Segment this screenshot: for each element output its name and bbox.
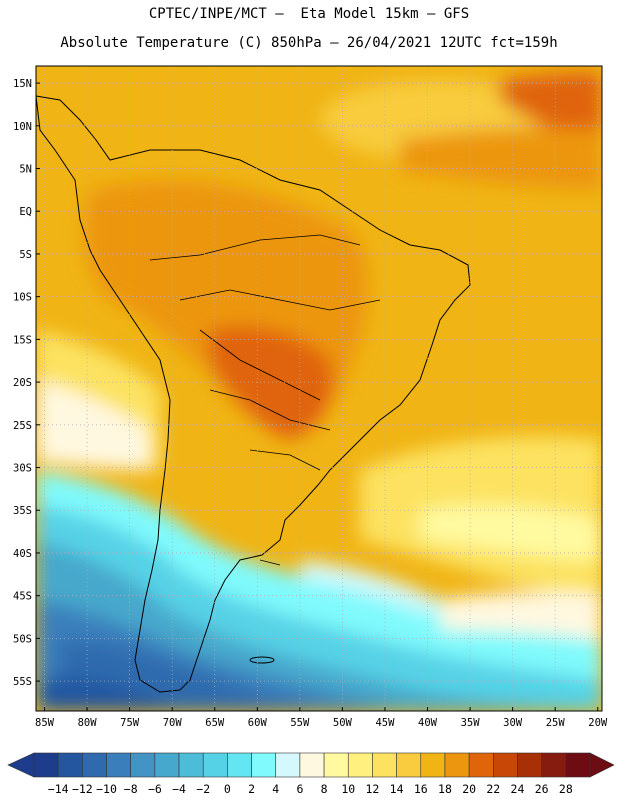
colorbar-label: 2: [248, 782, 255, 796]
colorbar-label: −12: [72, 782, 93, 796]
temperature-map: 15N 10N 5N EQ 5S 10S 15S 20S 25S 30S 35S 40S 45S 50S 5…: [13, 65, 608, 729]
colorbar-cell: [33, 752, 59, 778]
temperature-field: [36, 66, 602, 711]
colorbar-label: −4: [172, 782, 186, 796]
colorbar-label: 6: [296, 782, 303, 796]
colorbar-cell: [154, 752, 180, 778]
title-line-2: Absolute Temperature (C) 850hPa – 26/04/…: [60, 35, 558, 51]
colorbar-label: −10: [96, 782, 117, 796]
colorbar: −14 −12 −10 −8 −6 −4 −2 0 2 4 6 8 10 12 14 16 18 20 22 24 26…: [7, 752, 615, 796]
colorbar-cell: [178, 752, 204, 778]
colorbar-cell: [57, 752, 83, 778]
colorbar-cell: [347, 752, 373, 778]
lon-tick-label: 75W: [120, 717, 140, 729]
lat-tick-label: 40S: [13, 548, 32, 560]
lat-tick-label: 30S: [13, 463, 32, 475]
latitude-ticks: 15N 10N 5N EQ 5S 10S 15S 20S 25S 30S 35S 40S 45S 50S 5…: [13, 78, 40, 688]
longitude-ticks: 85W 80W 75W 70W 65W 60W 55W 50W 45W 40W 35W 30W 25W 2…: [35, 707, 608, 729]
lon-tick-label: 80W: [78, 717, 98, 729]
coastlines: [36, 95, 471, 693]
colorbar-cell: [493, 752, 518, 778]
colorbar-cell: [299, 752, 325, 778]
lat-tick-label: 5S: [19, 249, 32, 261]
colorbar-cell: [517, 752, 542, 778]
lon-tick-label: 50W: [333, 717, 353, 729]
colorbar-label: 12: [366, 782, 380, 796]
colorbar-label: 14: [390, 782, 404, 796]
lon-tick-label: 40W: [418, 717, 438, 729]
colorbar-label: 10: [341, 782, 355, 796]
lat-tick-label: 20S: [13, 377, 32, 389]
colorbar-high-arrow: [589, 752, 615, 778]
lat-tick-label: EQ: [19, 206, 32, 218]
lat-tick-label: 10N: [13, 121, 32, 133]
colorbar-cell: [82, 752, 107, 778]
lon-tick-label: 60W: [248, 717, 268, 729]
lon-tick-label: 55W: [290, 717, 310, 729]
lat-tick-label: 25S: [13, 420, 32, 432]
colorbar-label: 28: [559, 782, 573, 796]
colorbar-label: 4: [272, 782, 279, 796]
title-line-1: CPTEC/INPE/MCT – Eta Model 15km – GFS: [148, 6, 470, 22]
lon-tick-label: 20W: [588, 717, 608, 729]
lat-tick-label: 50S: [13, 633, 32, 645]
lat-tick-label: 55S: [13, 676, 32, 688]
colorbar-cell: [468, 752, 494, 778]
colorbar-cell: [251, 752, 277, 778]
colorbar-cell: [323, 752, 349, 778]
colorbar-cell: [372, 752, 397, 778]
colorbar-label: 8: [321, 782, 328, 796]
colorbar-label: −6: [148, 782, 162, 796]
lon-tick-label: 30W: [503, 717, 523, 729]
colorbar-cell: [275, 752, 301, 778]
lon-tick-label: 85W: [35, 717, 55, 729]
colorbar-label: −2: [196, 782, 210, 796]
colorbar-label: 22: [486, 782, 500, 796]
colorbar-low-arrow: [7, 752, 35, 778]
lon-tick-label: 70W: [163, 717, 183, 729]
colorbar-label: 0: [224, 782, 231, 796]
map-frame: [35, 65, 603, 712]
colorbar-label: 18: [438, 782, 452, 796]
colorbar-label: 26: [535, 782, 549, 796]
colorbar-cell: [396, 752, 422, 778]
lat-tick-label: 10S: [13, 292, 32, 304]
lat-tick-label: 15N: [13, 78, 32, 90]
lat-tick-label: 35S: [13, 505, 32, 517]
colorbar-label: 16: [414, 782, 428, 796]
colorbar-cell: [202, 752, 228, 778]
colorbar-label: 20: [462, 782, 476, 796]
colorbar-label: −14: [48, 782, 69, 796]
lon-tick-label: 65W: [205, 717, 225, 729]
lon-tick-label: 45W: [375, 717, 395, 729]
lat-tick-label: 5N: [19, 164, 32, 176]
colorbar-cell: [565, 752, 591, 778]
colorbar-cell: [541, 752, 567, 778]
lon-tick-label: 25W: [546, 717, 566, 729]
colorbar-label: −8: [124, 782, 138, 796]
lat-tick-label: 45S: [13, 591, 32, 603]
lon-tick-label: 35W: [461, 717, 481, 729]
lat-tick-label: 15S: [13, 334, 32, 346]
colorbar-cell: [227, 752, 252, 778]
colorbar-cell: [420, 752, 446, 778]
colorbar-cell: [444, 752, 470, 778]
colorbar-cell: [106, 752, 131, 778]
colorbar-cell: [130, 752, 156, 778]
colorbar-label: 24: [511, 782, 525, 796]
